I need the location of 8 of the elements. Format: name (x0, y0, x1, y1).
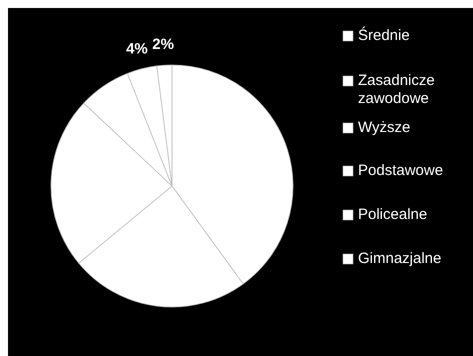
legend-label: Policealne (358, 206, 428, 223)
data-label: 2% (152, 36, 174, 54)
data-label: 4% (126, 40, 148, 58)
legend-label: Gimnazjalne (358, 250, 442, 267)
legend-label: Zasadnicze zawodowe (358, 72, 435, 107)
legend-label: Średnie (358, 26, 410, 44)
legend-label: Wyższe (358, 118, 410, 136)
legend-label: Podstawowe (358, 162, 444, 179)
